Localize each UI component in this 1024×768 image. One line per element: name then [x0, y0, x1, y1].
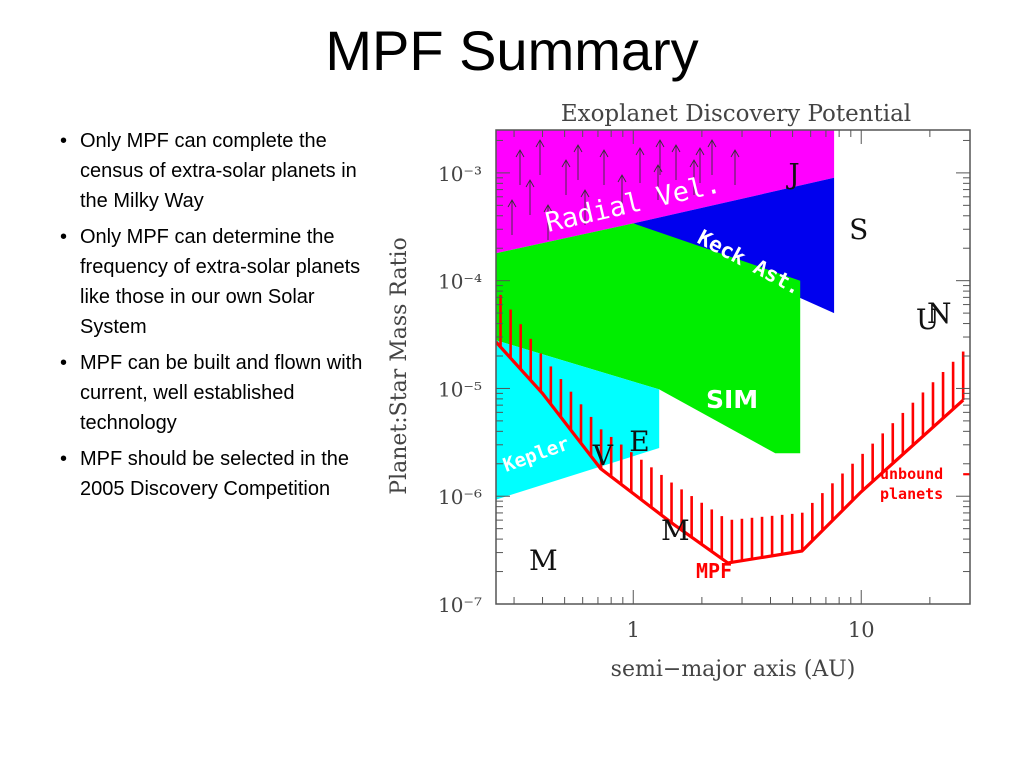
rv-arrow-head [730, 149, 740, 158]
planet-label-u: U [916, 303, 940, 336]
chart-title: Exoplanet Discovery Potential [561, 101, 911, 127]
planet-label-v: V [592, 439, 614, 472]
rv-arrow-head [599, 149, 609, 158]
rv-arrow-head [561, 159, 571, 168]
region-kepler [496, 340, 660, 500]
rv-arrow-head [515, 149, 525, 158]
region-sim [496, 223, 801, 454]
bullet-item: Only MPF can complete the census of extr… [58, 126, 368, 216]
mpf-curve-group [496, 340, 970, 565]
planet-label-n: N [927, 297, 952, 330]
unbound-label-line1: unbound [880, 465, 943, 483]
x-axis-label: semi−major axis (AU) [611, 657, 856, 682]
planet-label-m: M [529, 544, 558, 577]
mpf-label: MPF [696, 559, 732, 583]
x-tick-label: 10 [848, 618, 875, 642]
bullet-item: MPF should be selected in the 2005 Disco… [58, 444, 368, 504]
y-tick-label: 10⁻⁷ [438, 593, 482, 617]
detection-regions [496, 130, 835, 500]
mpf-hatch [499, 294, 965, 563]
rv-arrow-head [655, 139, 665, 148]
region-radial-vel [496, 130, 835, 254]
planet-label-e: E [629, 425, 649, 458]
y-tick-label: 10⁻⁶ [438, 485, 482, 509]
bullet-item: MPF can be built and flown with current,… [58, 348, 368, 438]
slide-title: MPF Summary [325, 19, 699, 82]
rv-arrow-head [689, 159, 699, 168]
planet-label-j: J [785, 157, 799, 190]
rv-arrow-head [695, 147, 705, 156]
x-tick-label: 1 [627, 618, 640, 642]
unbound-label-line2: planets [880, 485, 943, 503]
rv-arrow-head [580, 189, 590, 198]
rv-arrow-head [543, 204, 553, 213]
rv-arrow-head [707, 139, 717, 148]
axis-ticks [496, 130, 971, 605]
rv-arrow-head [635, 147, 645, 156]
bullet-list: Only MPF can complete the census of extr… [58, 126, 368, 510]
rv-arrow-head [573, 144, 583, 153]
y-tick-label: 10⁻⁵ [438, 377, 482, 401]
rv-arrow-head [525, 179, 535, 188]
bullet-item: Only MPF can determine the frequency of … [58, 222, 368, 342]
rv-arrow-head [535, 139, 545, 148]
mpf-curve [496, 340, 965, 565]
region-label-sim: SIM [706, 385, 758, 414]
rv-arrow-head [507, 199, 517, 208]
rv-arrow-head [617, 174, 627, 183]
y-tick-label: 10⁻⁴ [438, 270, 482, 294]
y-tick-label: 10⁻³ [438, 162, 482, 186]
planet-label-m: M [661, 514, 690, 547]
rv-arrow-head [671, 144, 681, 153]
y-axis-label: Planet:Star Mass Ratio [387, 237, 412, 494]
plot-frame [495, 129, 971, 605]
rv-arrows [507, 139, 740, 240]
planet-label-s: S [849, 213, 868, 246]
rv-arrow-head [653, 164, 663, 173]
